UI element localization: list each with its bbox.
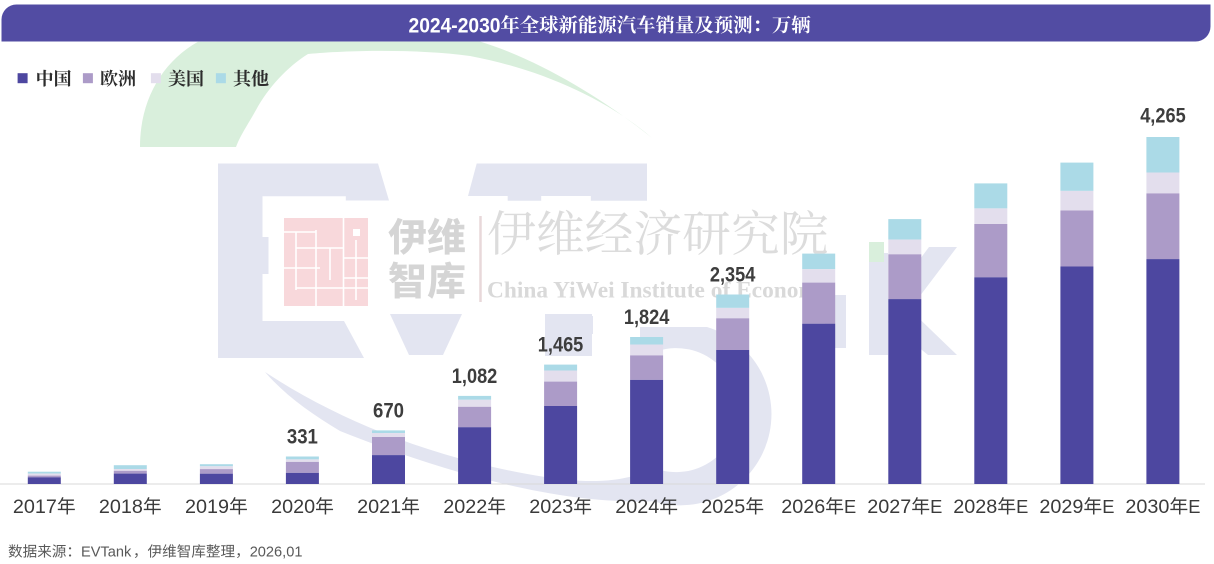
svg-text:2020: 2020 (271, 496, 315, 518)
svg-text:1,082: 1,082 (452, 364, 498, 388)
svg-text:2019: 2019 (185, 496, 229, 518)
svg-text:2024-2030: 2024-2030 (409, 15, 501, 38)
svg-text:E: E (1016, 496, 1028, 517)
svg-text:2030: 2030 (1125, 496, 1169, 518)
svg-text:2022: 2022 (443, 496, 487, 518)
svg-text:E: E (930, 496, 942, 517)
svg-text:1,465: 1,465 (538, 333, 584, 357)
svg-text:E: E (1102, 496, 1114, 517)
svg-text:2026,01: 2026,01 (250, 545, 303, 561)
svg-text:2027: 2027 (867, 496, 911, 518)
svg-text:331: 331 (287, 425, 318, 449)
svg-text:China YiWei Institute of Econo: China YiWei Institute of Economy (487, 278, 830, 304)
svg-text:E: E (1188, 496, 1200, 517)
svg-text:2024: 2024 (615, 496, 659, 518)
svg-text:4,265: 4,265 (1140, 104, 1186, 128)
svg-text:E: E (844, 496, 856, 517)
svg-text:EVTank: EVTank (81, 545, 132, 561)
svg-text:2026: 2026 (781, 496, 825, 518)
svg-text:1,824: 1,824 (624, 305, 670, 329)
svg-text:2029: 2029 (1039, 496, 1083, 518)
svg-text:2017: 2017 (13, 496, 57, 518)
svg-text:670: 670 (373, 399, 404, 423)
svg-text:2,354: 2,354 (710, 263, 756, 287)
svg-text:2028: 2028 (953, 496, 997, 518)
svg-text:2023: 2023 (529, 496, 573, 518)
svg-text:2021: 2021 (357, 496, 401, 518)
svg-text:2025: 2025 (701, 496, 745, 518)
svg-text:2018: 2018 (99, 496, 143, 518)
